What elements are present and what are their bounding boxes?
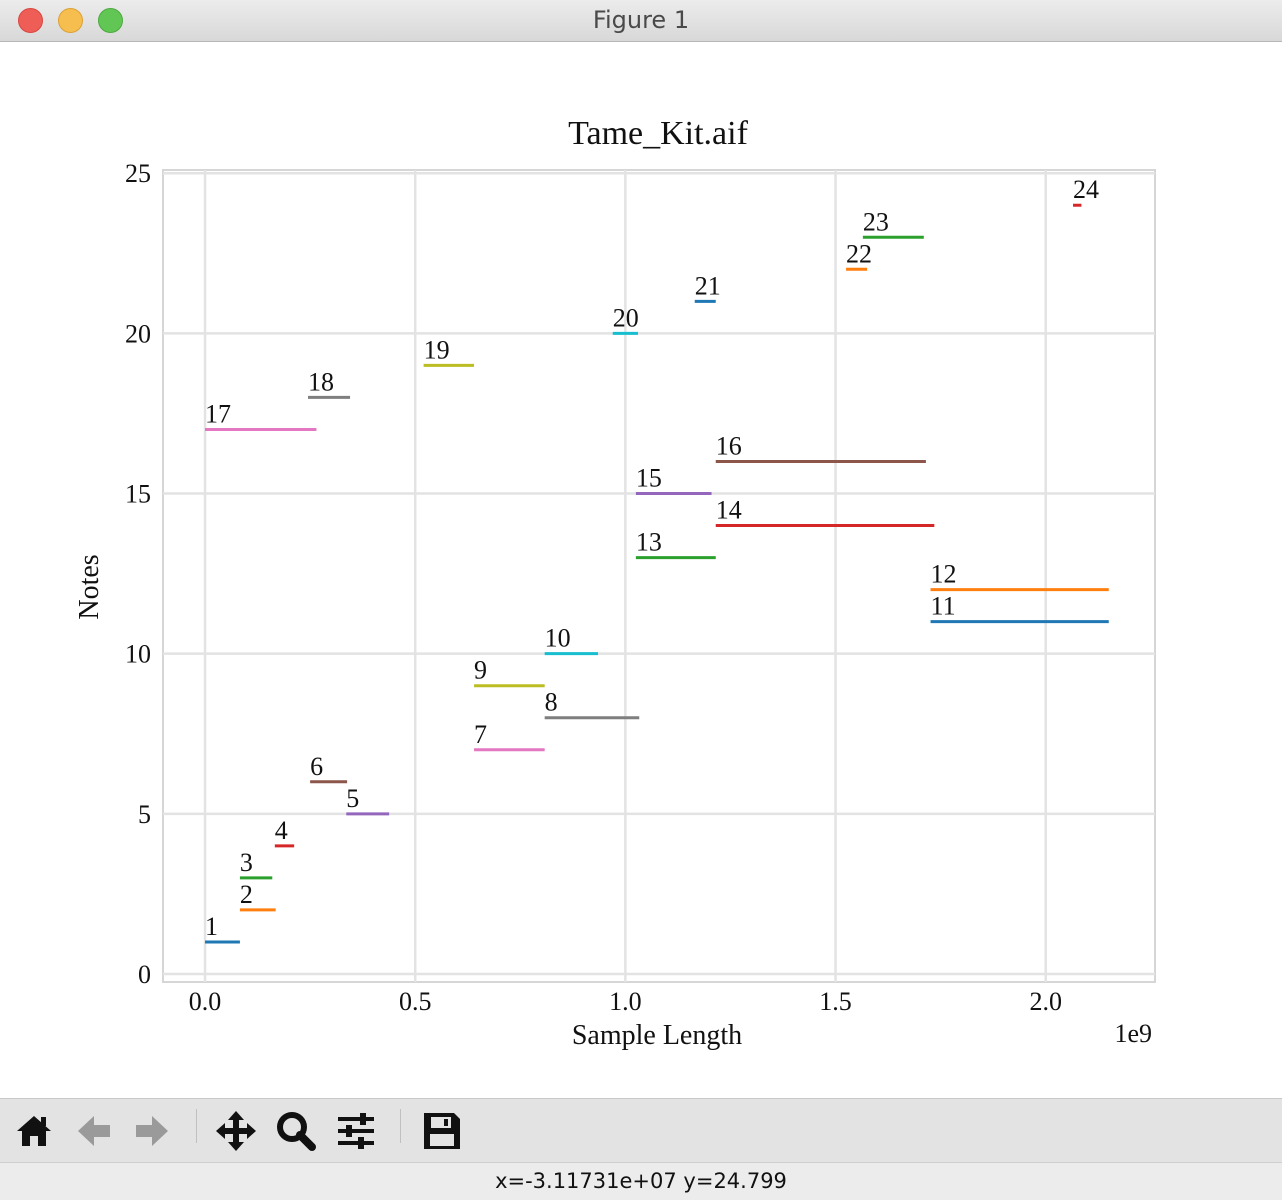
- note-label-1: 1: [205, 912, 218, 941]
- arrow-left-icon: [78, 1116, 110, 1146]
- toolbar-separator: [400, 1109, 401, 1143]
- note-label-14: 14: [716, 496, 742, 525]
- sliders-icon: [338, 1113, 374, 1149]
- pan-button[interactable]: [212, 1107, 260, 1155]
- forward-button[interactable]: [128, 1107, 176, 1155]
- note-label-8: 8: [545, 688, 558, 717]
- note-label-19: 19: [424, 335, 450, 364]
- minimize-window-button[interactable]: [58, 8, 83, 33]
- y-tick-label: 10: [125, 640, 151, 669]
- note-label-4: 4: [275, 816, 288, 845]
- grid-lines: [163, 170, 1155, 982]
- x-axis-offset-label: 1e9: [1114, 1019, 1152, 1048]
- note-label-13: 13: [636, 528, 662, 557]
- home-button[interactable]: [10, 1107, 58, 1155]
- note-label-9: 9: [474, 656, 487, 685]
- y-tick-label: 15: [125, 480, 151, 509]
- save-button[interactable]: [418, 1107, 466, 1155]
- zoom-button[interactable]: [272, 1107, 320, 1155]
- note-label-17: 17: [205, 399, 231, 428]
- note-label-11: 11: [931, 592, 956, 621]
- arrow-right-icon: [136, 1116, 168, 1146]
- figure-canvas[interactable]: 0.0 0.5 1.0 1.5 2.0 0 5 10 15 20 25 1 2 3 4 5 6 7 8 9 10 11…: [0, 42, 1282, 1098]
- note-label-2: 2: [240, 880, 253, 909]
- magnifier-icon: [277, 1112, 316, 1151]
- y-axis-label: Notes: [74, 554, 105, 619]
- maximize-window-button[interactable]: [98, 8, 123, 33]
- configure-subplots-button[interactable]: [332, 1107, 380, 1155]
- home-icon: [17, 1116, 51, 1146]
- note-label-20: 20: [613, 303, 639, 332]
- note-label-3: 3: [240, 848, 253, 877]
- note-label-22: 22: [846, 239, 872, 268]
- y-tick-label: 25: [125, 159, 151, 188]
- axes-background: [162, 169, 1156, 983]
- floppy-disk-icon: [424, 1113, 460, 1149]
- x-tick-label: 0.5: [399, 987, 432, 1016]
- close-window-button[interactable]: [18, 8, 43, 33]
- note-label-5: 5: [346, 784, 359, 813]
- note-segments: [205, 203, 1109, 944]
- note-label-6: 6: [310, 752, 323, 781]
- note-label-23: 23: [863, 207, 889, 236]
- y-tick-label: 20: [125, 319, 151, 348]
- cursor-coordinates: x=-3.11731e+07 y=24.799: [495, 1169, 787, 1193]
- x-axis-label: Sample Length: [572, 1020, 742, 1051]
- note-label-16: 16: [716, 431, 742, 460]
- x-tick-label: 1.5: [819, 987, 852, 1016]
- window-title: Figure 1: [592, 6, 690, 34]
- toolbar-separator: [196, 1109, 197, 1143]
- title-bar[interactable]: Figure 1: [0, 0, 1282, 42]
- x-tick-label: 2.0: [1029, 987, 1062, 1016]
- x-tick-label: 0.0: [189, 987, 222, 1016]
- navigation-toolbar: [0, 1098, 1282, 1162]
- chart-title: Tame_Kit.aif: [568, 115, 749, 152]
- note-label-21: 21: [695, 271, 721, 300]
- x-axis-ticks: 0.0 0.5 1.0 1.5 2.0: [189, 987, 1062, 1016]
- y-tick-label: 0: [138, 960, 151, 989]
- move-icon: [216, 1111, 256, 1151]
- y-axis-ticks: 0 5 10 15 20 25: [125, 159, 151, 989]
- status-bar: x=-3.11731e+07 y=24.799: [0, 1162, 1282, 1200]
- note-label-18: 18: [308, 367, 334, 396]
- back-button[interactable]: [70, 1107, 118, 1155]
- note-label-12: 12: [931, 560, 957, 589]
- note-label-7: 7: [474, 720, 487, 749]
- note-label-10: 10: [545, 624, 571, 653]
- note-label-24: 24: [1073, 175, 1099, 204]
- note-label-15: 15: [636, 464, 662, 493]
- y-tick-label: 5: [138, 800, 151, 829]
- x-tick-label: 1.0: [609, 987, 642, 1016]
